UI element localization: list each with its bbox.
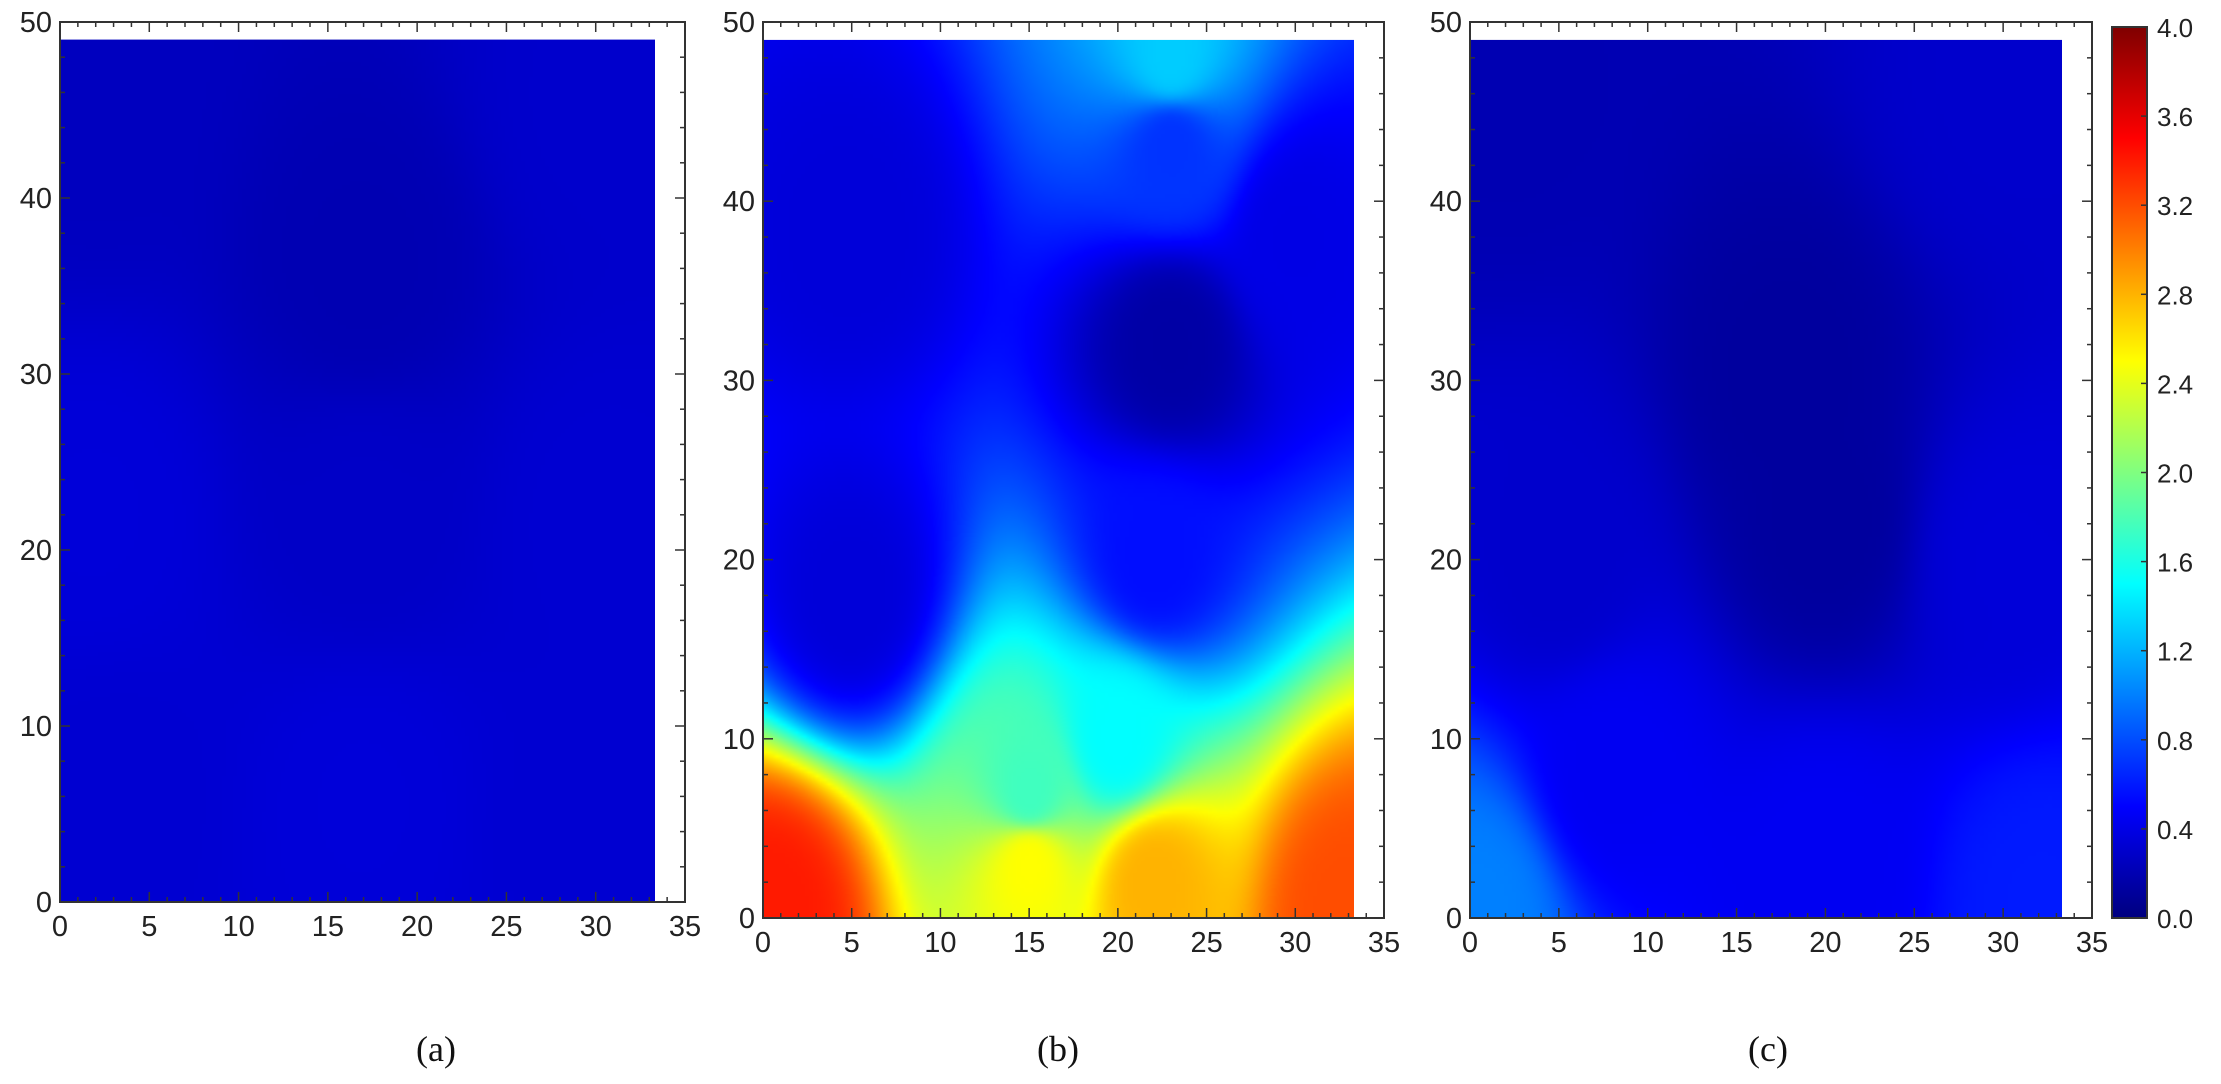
colorbar-tick-label: 0.4 (2157, 815, 2193, 845)
x-tick-label: 0 (52, 911, 68, 943)
x-tick-label: 5 (141, 911, 157, 943)
y-tick-label: 30 (1430, 365, 1462, 397)
y-tick-label: 40 (20, 183, 52, 215)
y-tick-label: 40 (723, 186, 755, 218)
x-tick-label: 20 (1809, 927, 1841, 959)
y-tick-label: 10 (20, 711, 52, 743)
x-tick-label: 25 (490, 911, 522, 943)
x-tick-label: 20 (1102, 927, 1134, 959)
colorbar-tick-label: 4.0 (2157, 13, 2193, 43)
x-tick-label: 10 (1632, 927, 1664, 959)
y-tick-label: 40 (1430, 186, 1462, 218)
x-tick-label: 20 (401, 911, 433, 943)
x-tick-label: 5 (1551, 927, 1567, 959)
colorbar-tick-label: 1.6 (2157, 548, 2193, 578)
x-tick-label: 30 (580, 911, 612, 943)
panel-c: 0 5 10 15 20 25 30 35 0 10 20 30 40 50 (c) (1430, 7, 2108, 1069)
y-tick-label: 0 (739, 903, 755, 935)
colorbar-tick-label: 3.2 (2157, 191, 2193, 221)
axes-frame (762, 21, 1385, 919)
y-tick-label: 0 (1446, 903, 1462, 935)
panel-a: 0 5 10 15 20 25 30 35 0 10 20 30 40 50 (a) (20, 7, 701, 1069)
y-tick-label: 50 (1430, 7, 1462, 39)
axes-frame (1469, 21, 2093, 919)
x-tick-label: 25 (1190, 927, 1222, 959)
x-tick-label: 10 (924, 927, 956, 959)
x-tick-label: 0 (755, 927, 771, 959)
y-tick-label: 30 (723, 365, 755, 397)
y-tick-label: 20 (1430, 545, 1462, 577)
y-tick-label: 10 (1430, 724, 1462, 756)
heatmap-field (60, 39, 655, 902)
colorbar-tick-label: 2.4 (2157, 369, 2193, 399)
x-tick-label: 30 (1987, 927, 2019, 959)
panel-b: 0 5 10 15 20 25 30 35 0 10 20 30 40 50 (b) (723, 7, 1400, 1069)
heatmap-field (763, 39, 1354, 918)
panel-caption: (a) (416, 1029, 456, 1069)
x-tick-label: 30 (1279, 927, 1311, 959)
x-tick-label: 35 (1368, 927, 1400, 959)
x-tick-label: 35 (669, 911, 701, 943)
x-tick-label: 25 (1898, 927, 1930, 959)
y-tick-label: 50 (20, 7, 52, 39)
x-tick-label: 15 (1720, 927, 1752, 959)
colorbar-tick-label: 0.0 (2157, 904, 2193, 934)
x-tick-label: 5 (844, 927, 860, 959)
x-tick-label: 35 (2076, 927, 2108, 959)
colorbar-tick-label: 3.6 (2157, 102, 2193, 132)
y-tick-label: 20 (723, 545, 755, 577)
y-tick-label: 30 (20, 359, 52, 391)
y-tick-label: 0 (36, 887, 52, 919)
colorbar: 0.0 0.4 0.8 1.2 1.6 2.0 2.4 2.8 3.2 3.6 4.0 (2111, 13, 2193, 934)
y-tick-label: 50 (723, 7, 755, 39)
panel-caption: (c) (1748, 1029, 1788, 1069)
colorbar-tick-label: 2.8 (2157, 280, 2193, 310)
colorbar-tick-label: 0.8 (2157, 726, 2193, 756)
x-tick-label: 15 (1013, 927, 1045, 959)
panel-caption: (b) (1037, 1029, 1079, 1069)
colorbar-tick-label: 2.0 (2157, 459, 2193, 489)
x-tick-label: 10 (222, 911, 254, 943)
axes-frame (59, 21, 686, 903)
x-tick-label: 0 (1462, 927, 1478, 959)
y-tick-label: 10 (723, 724, 755, 756)
x-tick-label: 15 (312, 911, 344, 943)
colorbar-tick-label: 1.2 (2157, 637, 2193, 667)
heatmap-field (1470, 39, 2062, 918)
y-tick-label: 20 (20, 535, 52, 567)
